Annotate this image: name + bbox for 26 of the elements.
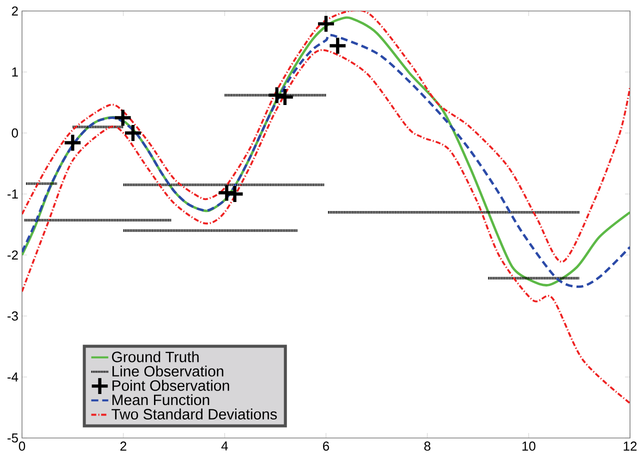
point xyxy=(316,14,336,34)
x-tick-label: 2 xyxy=(120,442,126,451)
point xyxy=(113,108,132,128)
y-tick-label: -2 xyxy=(8,250,18,260)
legend-label: Ground Truth xyxy=(112,351,199,362)
point xyxy=(328,36,348,56)
legend-label: Line Observation xyxy=(112,366,224,377)
x-tick-label: 6 xyxy=(323,442,330,451)
y-tick-label: -3 xyxy=(8,311,18,321)
x-tick-label: 8 xyxy=(424,442,430,451)
legend-label: Two Standard Deviations xyxy=(112,408,277,420)
x-tick-label: 10 xyxy=(522,442,536,451)
y-tick-label: -5 xyxy=(8,433,18,443)
y-tick-label: 0 xyxy=(12,128,18,138)
point xyxy=(123,123,143,143)
x-tick-label: 4 xyxy=(221,442,228,450)
line-series xyxy=(22,49,630,404)
y-tick-label: -1 xyxy=(8,190,18,198)
x-tick-label: 12 xyxy=(624,442,637,451)
legend-label: Mean Function xyxy=(112,394,210,406)
y-tick-label: 2 xyxy=(12,6,18,16)
legend-label: Point Observation xyxy=(112,380,230,391)
x-tick-label: 0 xyxy=(18,442,26,451)
y-tick-label: 1 xyxy=(12,68,18,76)
point xyxy=(63,133,82,152)
y-tick-label: -4 xyxy=(8,372,18,382)
